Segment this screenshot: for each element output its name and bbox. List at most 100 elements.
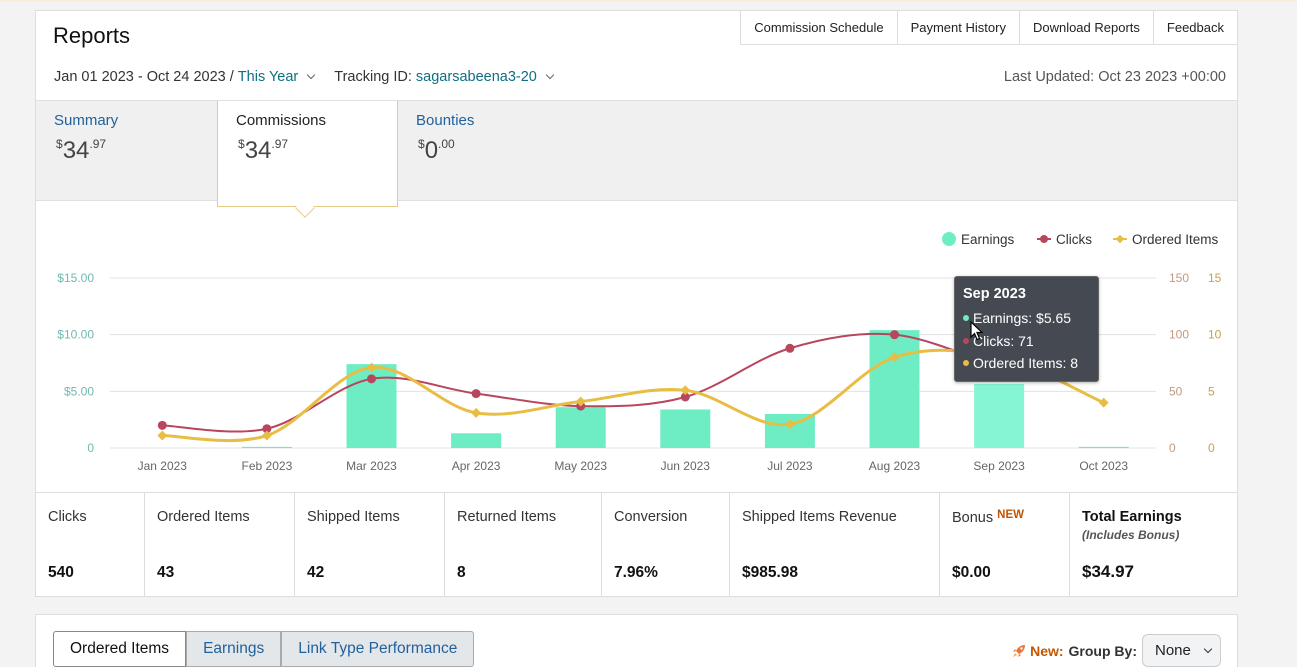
tab-commissions[interactable]: Commissions $34.97 bbox=[217, 101, 398, 218]
tab-bounties-label: Bounties bbox=[416, 112, 475, 129]
earnings-bar bbox=[974, 383, 1025, 448]
metrics-row: Clicks 540 Ordered Items 43 Shipped Item… bbox=[36, 492, 1237, 596]
x-axis-label: Jun 2023 bbox=[661, 459, 711, 473]
x-axis-label: Mar 2023 bbox=[346, 459, 397, 473]
metric-value: 43 bbox=[157, 564, 175, 581]
last-updated: Last Updated: Oct 23 2023 +00:00 bbox=[1003, 69, 1226, 85]
legend-label: Earnings bbox=[961, 232, 1015, 247]
group-by-select[interactable]: None bbox=[1142, 634, 1221, 667]
clicks-point bbox=[262, 424, 272, 434]
ordered-items-point bbox=[366, 362, 377, 373]
x-axis-label: Aug 2023 bbox=[869, 459, 921, 473]
earnings-bar bbox=[1078, 446, 1129, 448]
legend-marker bbox=[1040, 235, 1048, 243]
tooltip-ordered: Ordered Items: 8 bbox=[963, 352, 1090, 375]
tab-summary[interactable]: Summary $34.97 bbox=[36, 101, 217, 202]
earnings-bar bbox=[451, 433, 502, 448]
tab-commissions-amount: $34.97 bbox=[238, 137, 289, 164]
rocket-icon bbox=[1013, 644, 1026, 657]
chevron-down-icon[interactable] bbox=[307, 70, 316, 80]
tab-ordered-items[interactable]: Ordered Items bbox=[53, 631, 187, 667]
earnings-bar bbox=[660, 409, 711, 448]
chevron-down-icon[interactable] bbox=[545, 70, 555, 80]
tracking-label: Tracking ID: bbox=[334, 69, 412, 85]
ordered-items-point bbox=[157, 430, 168, 441]
metric-conversion: Conversion 7.96% bbox=[602, 493, 730, 596]
axis-tick-label: 5 bbox=[1208, 384, 1215, 398]
tab-earnings[interactable]: Earnings bbox=[186, 631, 282, 667]
clicks-point bbox=[471, 389, 481, 399]
axis-tick-label: 100 bbox=[1169, 328, 1189, 342]
axis-tick-label: 150 bbox=[1169, 271, 1189, 285]
tab-bounties[interactable]: Bounties $0.00 bbox=[398, 101, 579, 202]
earnings-bar bbox=[241, 446, 292, 448]
metric-label: Ordered Items bbox=[157, 509, 250, 525]
x-axis-label: Jan 2023 bbox=[138, 459, 188, 473]
mouse-cursor-icon bbox=[970, 321, 984, 341]
ordered-items-point bbox=[1098, 397, 1109, 408]
tab-bounties-amount: $0.00 bbox=[418, 137, 455, 164]
axis-tick-label: 0 bbox=[87, 441, 94, 455]
axis-tick-label: $5.00 bbox=[64, 384, 94, 398]
metric-label: Conversion bbox=[614, 509, 688, 525]
ordered-items-line bbox=[162, 348, 1105, 443]
legend-label: Clicks bbox=[1056, 232, 1092, 247]
legend-marker bbox=[942, 232, 956, 246]
download-reports-tab[interactable]: Download Reports bbox=[1019, 11, 1154, 45]
metric-label: Shipped Items bbox=[307, 509, 400, 525]
tooltip-clicks: Clicks: 71 bbox=[963, 330, 1090, 353]
ordered-items-point bbox=[784, 419, 795, 430]
x-axis-label: Oct 2023 bbox=[1079, 459, 1128, 473]
x-axis-label: Apr 2023 bbox=[452, 459, 501, 473]
axis-tick-label: 50 bbox=[1169, 384, 1183, 398]
tracking-id-dropdown[interactable]: sagarsabeena3-20 bbox=[415, 69, 537, 85]
axis-tick-label: $10.00 bbox=[57, 328, 94, 342]
tab-summary-amount: $34.97 bbox=[56, 137, 107, 164]
tab-commissions-label: Commissions bbox=[236, 112, 327, 129]
payment-history-tab[interactable]: Payment History bbox=[897, 11, 1020, 45]
axis-tick-label: 0 bbox=[1208, 441, 1215, 455]
tab-summary-label: Summary bbox=[54, 112, 119, 129]
axis-tick-label: 10 bbox=[1208, 328, 1222, 342]
new-badge: NEW bbox=[997, 509, 1024, 521]
ordered-items-point bbox=[471, 407, 482, 418]
metric-value: 8 bbox=[457, 564, 466, 581]
group-by-label: Group By: bbox=[1068, 642, 1137, 659]
detail-card: Ordered Items Earnings Link Type Perform… bbox=[35, 614, 1238, 667]
period-dropdown[interactable]: This Year bbox=[237, 69, 299, 85]
metric-shipped-revenue: Shipped Items Revenue $985.98 bbox=[730, 493, 940, 596]
metric-value: $985.98 bbox=[742, 564, 799, 581]
top-tabs: Commission Schedule Payment History Down… bbox=[740, 11, 1237, 45]
metric-total-earnings: Total Earnings (Includes Bonus) $34.97 bbox=[1070, 493, 1237, 596]
metric-ordered-items: Ordered Items 43 bbox=[145, 493, 295, 596]
tab-link-type-performance[interactable]: Link Type Performance bbox=[281, 631, 475, 667]
metric-value: $0.00 bbox=[952, 564, 991, 581]
tooltip-title: Sep 2023 bbox=[963, 286, 1026, 302]
feedback-tab[interactable]: Feedback bbox=[1153, 11, 1237, 45]
x-axis-label: Sep 2023 bbox=[973, 459, 1025, 473]
new-label: New: bbox=[1030, 642, 1064, 659]
ordered-items-point bbox=[575, 396, 586, 407]
clicks-point bbox=[890, 330, 899, 340]
metric-value: $34.97 bbox=[1082, 562, 1134, 581]
legend-marker bbox=[1115, 234, 1125, 244]
x-axis-label: May 2023 bbox=[554, 459, 607, 473]
x-axis-label: Feb 2023 bbox=[242, 459, 293, 473]
x-axis-label: Jul 2023 bbox=[767, 459, 813, 473]
axis-tick-label: 0 bbox=[1169, 441, 1176, 455]
earnings-bar bbox=[869, 330, 920, 448]
group-by-control: New: Group By: None bbox=[1011, 634, 1221, 667]
ordered-items-point bbox=[889, 352, 900, 363]
metric-returned-items: Returned Items 8 bbox=[445, 493, 602, 596]
metric-label: Shipped Items Revenue bbox=[742, 509, 897, 525]
clicks-point bbox=[367, 374, 376, 384]
legend-label: Ordered Items bbox=[1132, 232, 1219, 247]
axis-tick-label: 15 bbox=[1208, 271, 1222, 285]
metric-value: 7.96% bbox=[614, 564, 658, 581]
commission-schedule-tab[interactable]: Commission Schedule bbox=[740, 11, 898, 45]
axis-tick-label: $15.00 bbox=[57, 271, 94, 285]
date-range: Jan 01 2023 - Oct 24 2023 / bbox=[54, 69, 234, 85]
ordered-items-point bbox=[261, 430, 272, 441]
metric-value: 540 bbox=[48, 564, 74, 581]
